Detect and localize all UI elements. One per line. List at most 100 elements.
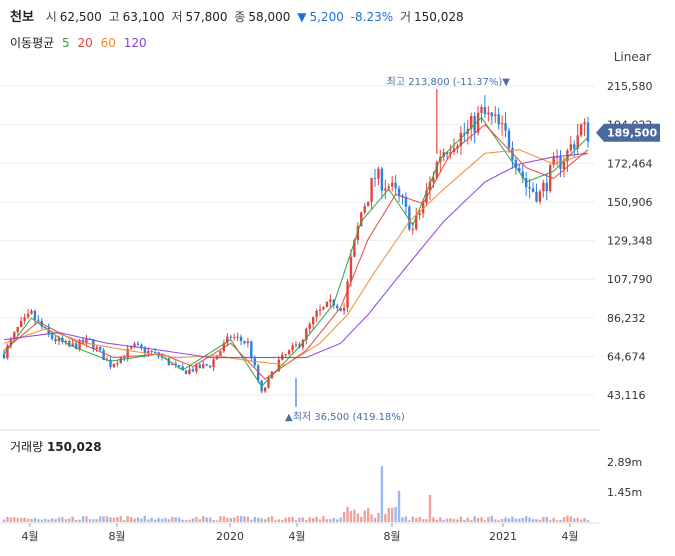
candle-body (404, 196, 408, 207)
volume-tick-label: 1.45m (607, 486, 642, 499)
candle-body (174, 363, 177, 365)
candle-body (518, 167, 521, 172)
candle-body (116, 363, 119, 365)
volume-bar (253, 517, 256, 522)
ma-legend[interactable]: 이동평균 5 20 60 120 (10, 34, 151, 51)
candle-body (586, 122, 590, 142)
volume-bar (277, 519, 281, 522)
candle-body (277, 359, 281, 372)
candle-body (123, 357, 126, 359)
candle-body (195, 364, 198, 372)
candle-body (257, 365, 260, 381)
volume-bar (263, 519, 267, 522)
volume-bar (425, 519, 428, 522)
candle-body (57, 337, 61, 342)
volume-bar (274, 520, 277, 522)
scale-selector[interactable]: Linear (613, 50, 651, 64)
x-tick-label: 8월 (383, 530, 400, 543)
candle-body (370, 178, 373, 202)
volume-bar (291, 516, 294, 522)
candle-body (232, 336, 236, 338)
x-tick-label: 4월 (561, 530, 578, 543)
volume-bar (380, 465, 384, 522)
candle-body (13, 332, 16, 340)
volume-bar (401, 517, 404, 522)
candle-body (167, 358, 171, 365)
volume-bar (61, 517, 64, 522)
volume-bar (54, 519, 57, 522)
candle-body (528, 186, 531, 189)
candle-body (573, 144, 576, 149)
volume-bar (360, 516, 363, 522)
candle-body (538, 191, 542, 202)
volume-bar (301, 517, 305, 522)
candle-body (74, 343, 78, 349)
volume-bar (329, 519, 332, 522)
low-label: 저 (171, 10, 183, 24)
volume-bar (30, 518, 33, 522)
candle-body (459, 132, 463, 147)
volume-bar (384, 514, 387, 522)
candle-body (445, 152, 449, 155)
candle-body (212, 359, 215, 368)
volume-bar (88, 519, 92, 522)
volume-bar (153, 519, 157, 522)
candle-body (339, 308, 342, 311)
stock-name: 천보 (10, 10, 34, 25)
volume-bar (257, 517, 260, 522)
candle-body (102, 349, 105, 361)
volume-bar (202, 516, 205, 522)
volume-bar (232, 517, 236, 522)
volume-bar (26, 518, 30, 522)
candle-body (150, 350, 153, 353)
open-value: 62,500 (59, 10, 102, 24)
candle-body (153, 352, 157, 354)
volume-bar (549, 520, 552, 522)
volume-bar (514, 518, 518, 522)
volume-bar (418, 516, 421, 522)
volume-bar (44, 518, 47, 522)
volume-bar (322, 516, 325, 522)
candle-body (397, 188, 401, 196)
candle-body (37, 319, 40, 321)
volume-bar (81, 516, 85, 522)
volume-bar (243, 516, 246, 522)
candle-body (85, 338, 88, 344)
candle-body (428, 181, 432, 191)
open-label: 시 (45, 10, 57, 24)
volume-bar (47, 519, 50, 522)
candle-body (390, 182, 394, 187)
candle-body (47, 327, 50, 335)
volume-bar (174, 517, 177, 522)
moving-average-lines (3, 116, 589, 388)
volume-bar (37, 519, 40, 522)
volume-bar (226, 517, 229, 522)
volume-bar (353, 509, 356, 522)
volume-bar (109, 517, 112, 522)
volume-bar (459, 516, 463, 522)
volume-bar (442, 519, 445, 522)
volume-bar (411, 516, 414, 522)
volume-bar (531, 519, 535, 522)
volume-bar (500, 518, 504, 522)
volume-bar (126, 515, 129, 522)
volume-bar (504, 517, 507, 522)
candle-body (535, 191, 538, 202)
candle-body (504, 123, 507, 131)
candle-body (126, 348, 129, 358)
candle-body (243, 340, 246, 344)
candle-body (147, 350, 150, 354)
volume-bar (6, 516, 9, 522)
y-tick-label: 107,790 (607, 273, 653, 286)
volume-tick-label: 2.89m (607, 456, 642, 469)
volume-bar (373, 517, 377, 522)
volume-bar (583, 517, 586, 522)
candle-body (181, 366, 184, 371)
close-value: 58,000 (248, 10, 291, 24)
volume-bar (294, 519, 298, 522)
candle-body (305, 328, 308, 340)
candle-body (263, 387, 267, 392)
candle-body (30, 310, 33, 314)
volume-bar (507, 518, 511, 522)
